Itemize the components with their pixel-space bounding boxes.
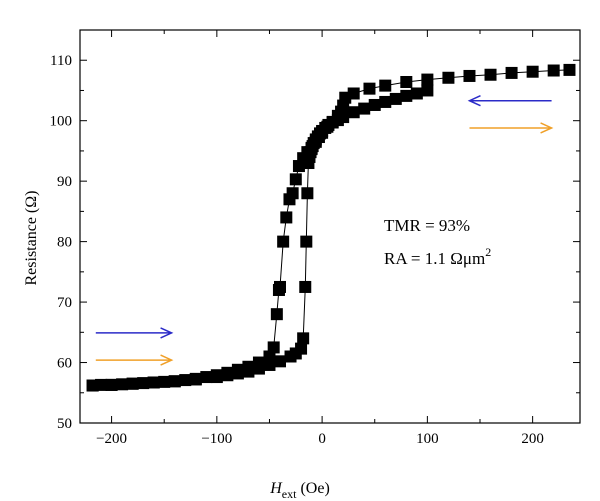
y-tick-label: 90 [57,174,72,190]
data-point [421,84,434,97]
data-point [368,98,381,111]
sweep-arrow-right [469,122,554,134]
data-point [358,102,371,115]
data-point [505,66,518,79]
data-point [242,365,255,378]
data-point [86,379,99,392]
data-point [347,106,360,119]
data-point [263,358,276,371]
data-point [126,377,139,390]
y-tick-label: 70 [57,295,72,311]
data-point [442,71,455,84]
data-point [363,82,376,95]
data-point [463,69,476,82]
data-point [300,235,313,248]
y-axis-title: Resistance (Ω) [23,191,40,286]
arrow-head [160,354,174,366]
data-point [337,111,350,124]
data-point [105,378,118,391]
data-point [297,332,310,345]
x-tick-label: −200 [96,431,127,447]
x-axis-title-unit: (Oe) [300,480,329,497]
data-point [295,342,308,355]
ra-annotation-main: RA = 1.1 Ωμm [384,249,485,268]
data-point [252,362,265,375]
x-tick-label: −100 [201,431,232,447]
x-tick-label: 200 [521,431,544,447]
y-tick-label: 110 [50,53,72,69]
x-axis-title-subscript: ext [282,487,297,501]
data-point [221,369,234,382]
data-point [280,211,293,224]
x-axis-title: Hext (Oe) [269,480,330,501]
data-point [301,187,314,200]
data-point [389,92,402,105]
series-line-ascending [92,90,428,386]
data-point [292,160,305,173]
tmr-annotation: TMR = 93% [384,216,470,235]
data-point [563,63,576,76]
y-tick-label: 60 [57,356,72,372]
y-tick-label: 80 [57,235,72,251]
data-point [299,280,312,293]
data-point [210,371,223,384]
sweep-arrow-right [95,327,174,339]
data-point [379,79,392,92]
arrow-head [540,122,554,134]
data-point [267,341,280,354]
plot-frame [79,29,581,424]
data-point [484,68,497,81]
data-point [272,283,285,296]
plot-area [86,63,576,392]
data-point [189,373,202,386]
ra-annotation: RA = 1.1 Ωμm2 [384,245,491,268]
sweep-arrow-left [467,95,552,107]
ra-annotation-superscript: 2 [485,245,491,259]
x-tick-label: 100 [416,431,439,447]
y-tick-label: 50 [57,416,72,432]
data-point [379,95,392,108]
x-axis-title-symbol: H [269,480,283,497]
data-point [410,87,423,100]
data-point [200,371,213,384]
data-point [400,89,413,102]
data-point [400,75,413,88]
sweep-arrow-right [95,354,174,366]
data-point [421,73,434,86]
data-point [547,64,560,77]
arrow-head [160,327,174,339]
data-point [147,376,160,389]
axes: −200 −100 0 100 200 50 60 70 80 90 100 110 [50,29,581,447]
data-point [526,65,539,78]
x-tick-label: 0 [318,431,326,447]
annotations: TMR = 93% RA = 1.1 Ωμm2 [384,216,491,268]
data-point [289,173,302,186]
data-point [168,375,181,388]
data-point [231,367,244,380]
y-tick-label: 100 [50,114,73,130]
arrow-head [467,95,481,107]
data-point [277,235,290,248]
data-point [283,193,296,206]
data-point [274,355,286,368]
data-point [270,308,283,321]
